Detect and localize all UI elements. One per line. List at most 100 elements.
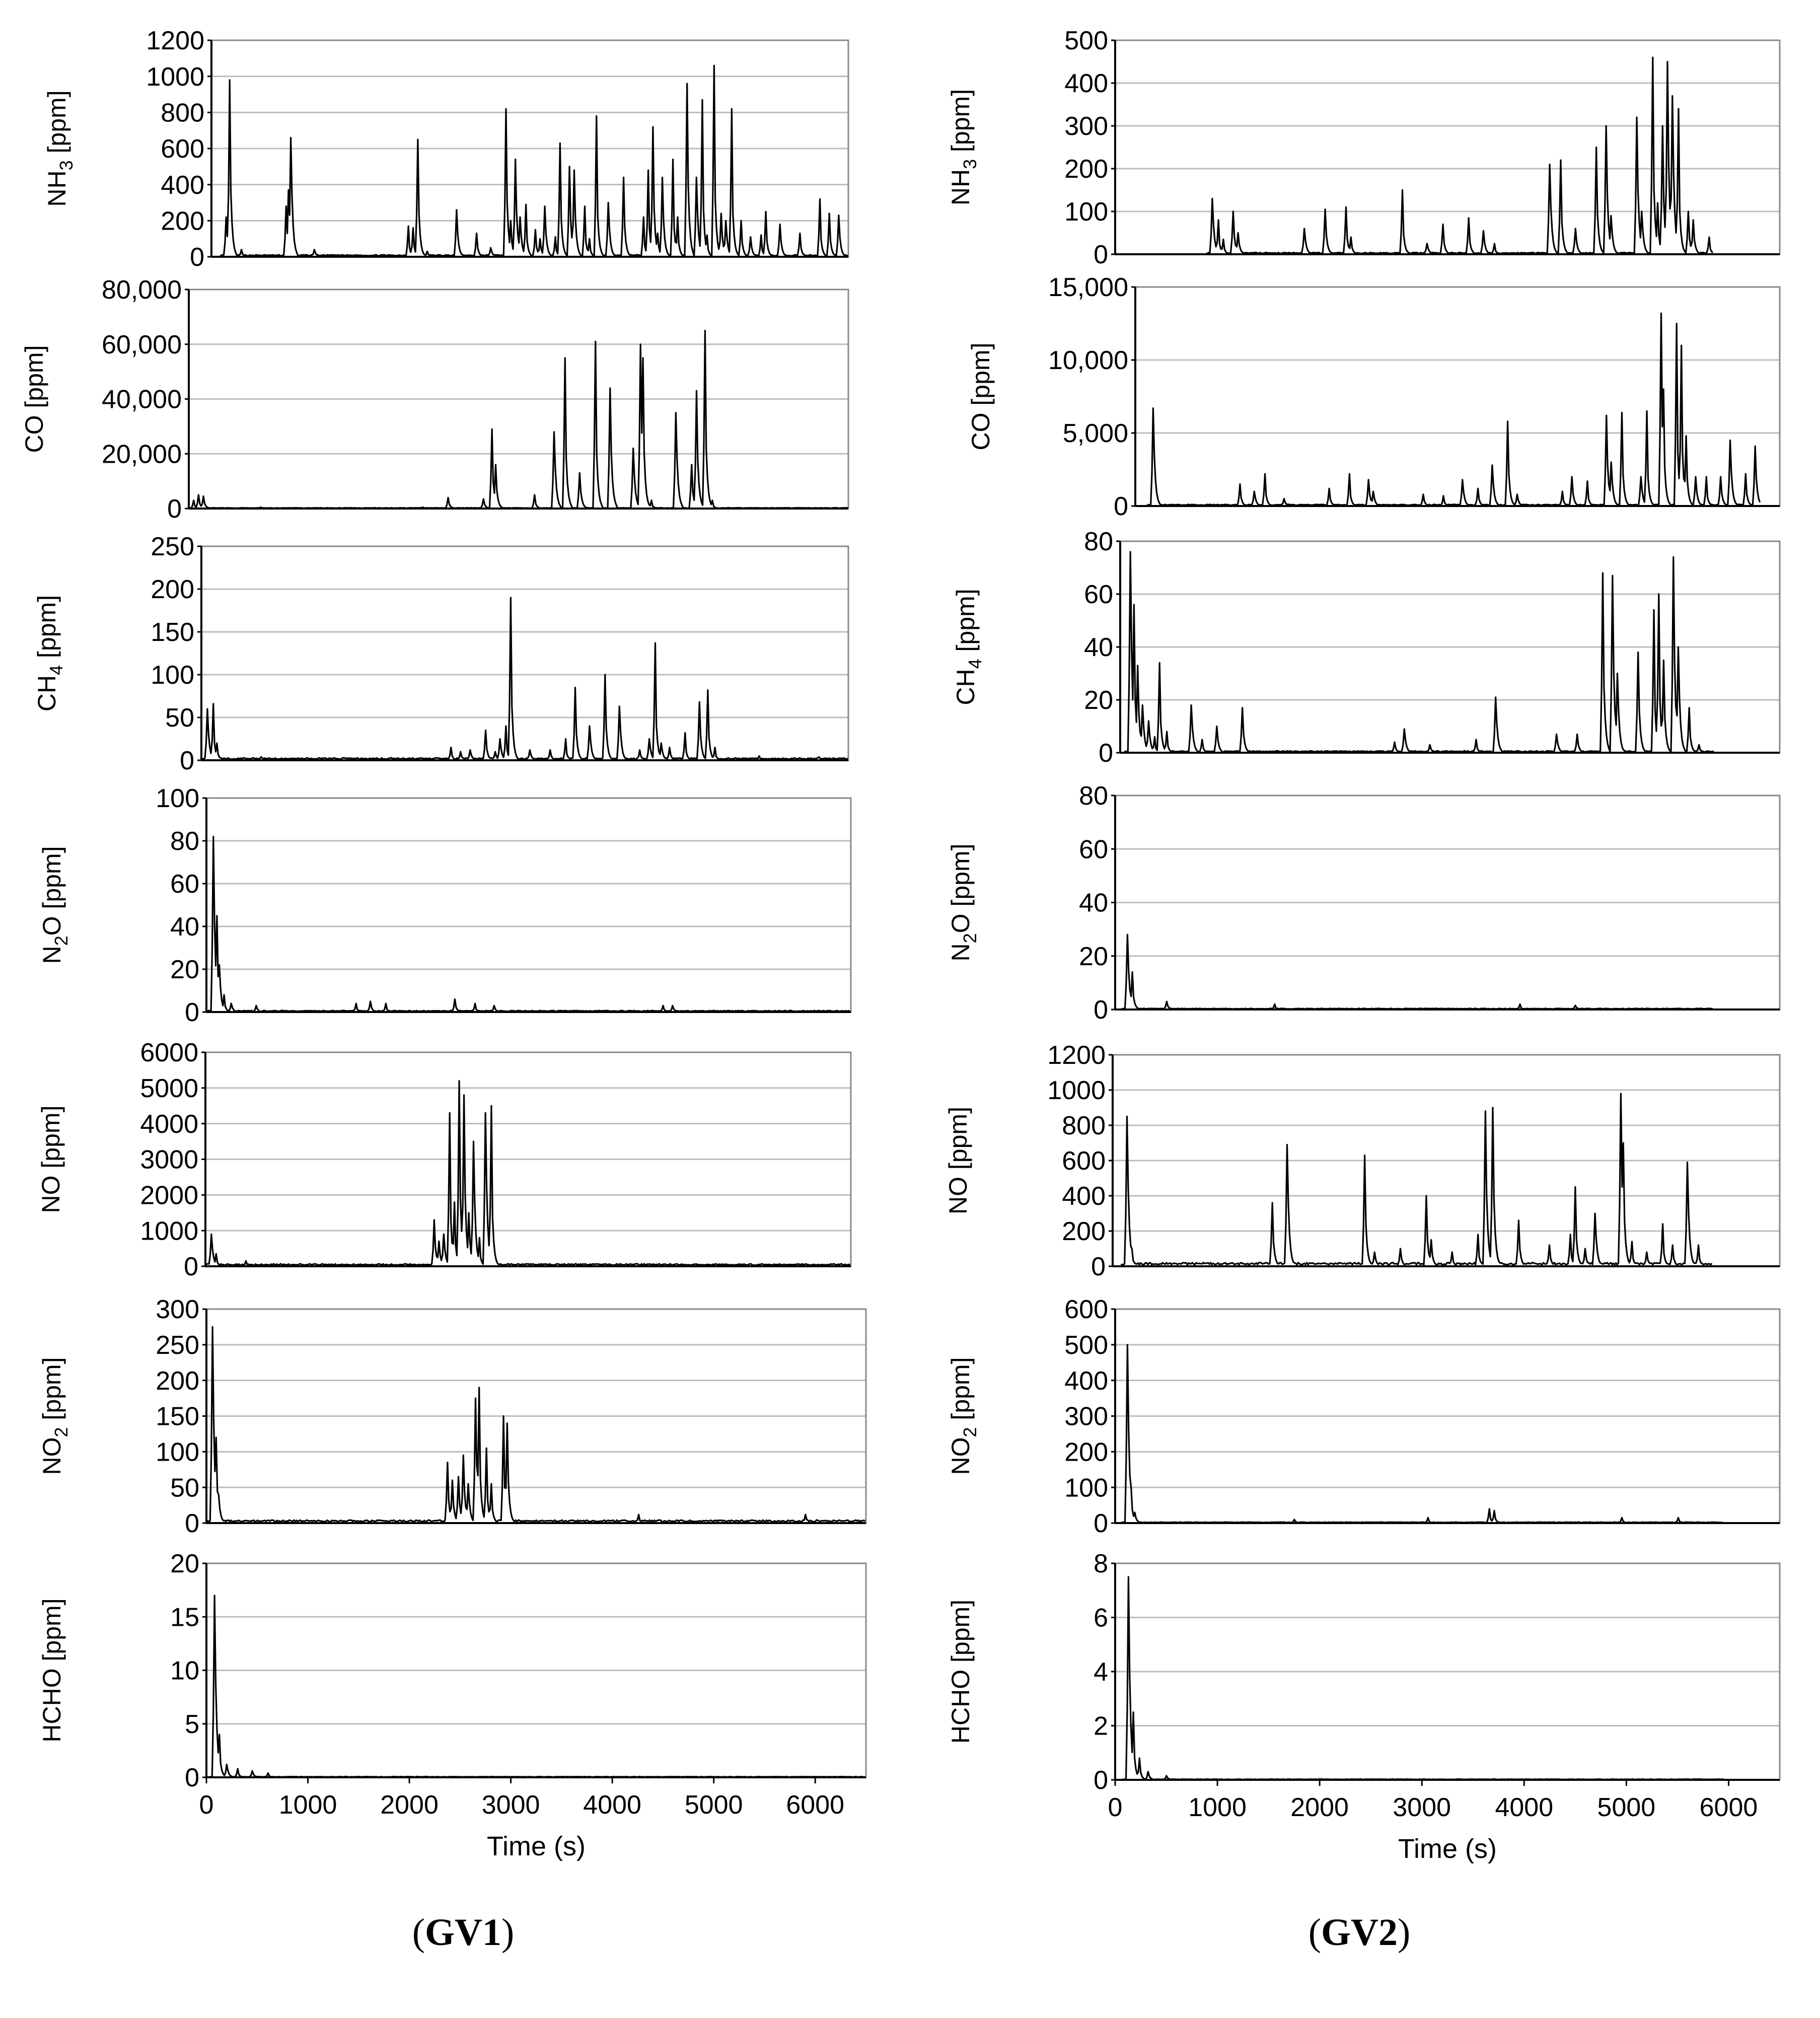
caption-gv1-open: ( (412, 1911, 425, 1954)
xtick-label-gv2-hcho-2: 2000 (1290, 1793, 1349, 1822)
ytick-label-gv2-no-3: 600 (1062, 1146, 1106, 1176)
ylabel-main-gv1-ch4: CH (33, 675, 61, 711)
ylabel-main-gv2-hcho: HCHO (947, 1670, 975, 1744)
ytick-label-gv1-ch4-2: 100 (151, 661, 194, 690)
ylabel-unit-gv1-hcho: [ppm] (38, 1598, 66, 1668)
ytick-label-gv1-hcho-2: 10 (170, 1656, 199, 1686)
ylabel-main-gv1-n2o: N (38, 946, 66, 964)
ylabel-unit-gv2-no2: [ppm] (947, 1357, 975, 1427)
ytick-label-gv2-no-4: 800 (1062, 1111, 1106, 1140)
ytick-label-gv1-nh3-2: 400 (161, 171, 204, 200)
ylabel-sub-gv2-n2o: 2 (960, 933, 980, 943)
ylabel-sub-gv2-no2: 2 (960, 1427, 980, 1437)
series-line-gv1-hcho (208, 1595, 866, 1778)
ytick-label-gv1-hcho-3: 15 (170, 1603, 199, 1632)
ytick-label-gv2-co-1: 5,000 (1063, 419, 1128, 448)
ytick-label-gv2-no-2: 400 (1062, 1182, 1106, 1211)
ylabel-gv2-nh3: NH3 [ppm] (947, 89, 980, 205)
series-line-gv1-ch4 (201, 597, 848, 760)
ytick-label-gv1-co-4: 80,000 (102, 275, 182, 305)
ytick-label-gv1-co-2: 40,000 (102, 385, 182, 414)
panel-gv2-n2o: 0 20 40 60 80 N2O [ppm] (947, 781, 1781, 1025)
ytick-label-gv2-no2-3: 300 (1064, 1402, 1108, 1431)
ylabel-main-gv1-no: NO (37, 1175, 65, 1213)
ytick-label-gv2-hcho-1: 2 (1094, 1712, 1108, 1741)
caption-gv1-label: GV1 (425, 1911, 501, 1954)
ytick-label-gv1-no-1: 1000 (140, 1216, 198, 1246)
xtick-label-gv1-hcho-0: 0 (199, 1790, 214, 1820)
ytick-label-gv2-no-1: 200 (1062, 1217, 1106, 1246)
ytick-label-gv1-no2-3: 150 (156, 1402, 199, 1431)
ylabel-sub-gv1-no2: 2 (51, 1427, 71, 1437)
ytick-label-gv1-nh3-4: 800 (161, 99, 204, 128)
plot-frame-gv1-n2o (205, 797, 852, 1013)
ytick-label-gv2-hcho-4: 8 (1094, 1549, 1108, 1578)
xtick-label-gv1-hcho-6: 6000 (786, 1790, 844, 1820)
ytick-label-gv1-no2-1: 50 (170, 1473, 199, 1502)
ytick-label-gv2-no-6: 1200 (1047, 1041, 1106, 1070)
ytick-label-gv1-n2o-4: 80 (170, 827, 199, 856)
panel-gv1-nh3: 0 200 400 600 800 1000 1200 NH3 [ppm] (43, 26, 849, 272)
xtick-label-gv2-hcho-1: 1000 (1188, 1793, 1247, 1822)
ytick-label-gv1-no-4: 4000 (140, 1110, 198, 1139)
xlabel-gv1-hcho: Time (s) (487, 1831, 586, 1861)
ylabel-gv2-co: CO [ppm] (967, 343, 995, 451)
ylabel-unit-gv1-co: [ppm] (20, 345, 48, 415)
ytick-label-gv2-n2o-2: 40 (1079, 889, 1108, 918)
ytick-label-gv2-nh3-5: 500 (1064, 26, 1108, 55)
panel-gv1-hcho: 0 5 10 15 20 HCHO [ppm] 0 1000 2000 3000 4000 5000 6… (38, 1549, 867, 1861)
ytick-label-gv1-no2-0: 0 (185, 1509, 199, 1538)
ytick-label-gv2-no2-0: 0 (1094, 1509, 1108, 1538)
caption-gv2-label: GV2 (1321, 1911, 1398, 1954)
ytick-label-gv1-hcho-1: 5 (185, 1710, 199, 1739)
ylabel-main-gv2-co: CO (967, 412, 995, 450)
ylabel-gv1-no: NO [ppm] (37, 1106, 65, 1213)
ytick-label-gv2-nh3-4: 400 (1064, 69, 1108, 98)
series-line-gv2-nh3 (1206, 56, 1714, 255)
ytick-label-gv1-no2-2: 100 (156, 1438, 199, 1467)
ytick-label-gv1-ch4-3: 150 (151, 618, 194, 647)
ytick-label-gv2-nh3-2: 200 (1064, 155, 1108, 184)
ytick-label-gv2-co-2: 10,000 (1048, 346, 1128, 375)
ylabel-unit-gv2-ch4: [ppm] (952, 589, 980, 659)
ytick-label-gv1-hcho-4: 20 (170, 1549, 199, 1578)
ylabel-unit-gv1-ch4: [ppm] (33, 595, 61, 665)
panel-gv1-no2: 0 50 100 150 200 250 300 NO2 [ppm] (38, 1295, 867, 1538)
ytick-label-gv2-co-0: 0 (1114, 492, 1128, 521)
ytick-label-gv1-nh3-6: 1200 (146, 26, 204, 55)
caption-gv2-open: ( (1308, 1911, 1321, 1954)
ytick-label-gv1-nh3-0: 0 (190, 243, 204, 272)
ytick-label-gv1-n2o-5: 100 (156, 784, 199, 813)
panel-gv2-nh3: 0 100 200 300 400 500 NH3 [ppm] (947, 26, 1781, 269)
ylabel-main-gv2-nh3: NH (947, 169, 975, 205)
ytick-label-gv2-no2-5: 500 (1064, 1331, 1108, 1360)
ytick-label-gv1-ch4-0: 0 (180, 746, 194, 775)
ytick-label-gv2-ch4-2: 40 (1084, 633, 1113, 662)
panel-gv2-no2: 0 100 200 300 400 500 600 NO2 [ppm] (947, 1295, 1781, 1538)
ylabel-main-gv1-co: CO (20, 415, 48, 453)
ylabel-gv1-n2o: N2O [ppm] (38, 846, 71, 964)
panel-gv2-no: 0 200 400 600 800 1000 1200 NO [ppm] (944, 1041, 1781, 1281)
ytick-label-gv2-no2-2: 200 (1064, 1438, 1108, 1467)
ylabel-main-gv1-hcho: HCHO (38, 1668, 66, 1742)
xlabel-gv2-hcho: Time (s) (1398, 1834, 1497, 1864)
ytick-label-gv2-no-0: 0 (1091, 1252, 1106, 1281)
ytick-label-gv2-hcho-3: 6 (1094, 1604, 1108, 1633)
xtick-label-gv1-hcho-1: 1000 (279, 1790, 337, 1820)
ylabel-main-gv2-n2o: N (947, 943, 975, 961)
ytick-label-gv2-n2o-4: 80 (1079, 781, 1108, 811)
ytick-label-gv2-no2-1: 100 (1064, 1473, 1108, 1502)
caption-gv1: (GV1) (362, 1911, 564, 1955)
series-line-gv1-no2 (206, 1326, 866, 1523)
ytick-label-gv1-no2-6: 300 (156, 1295, 199, 1324)
ytick-label-gv2-nh3-0: 0 (1094, 240, 1108, 269)
ytick-label-gv2-hcho-0: 0 (1094, 1766, 1108, 1795)
ytick-label-gv1-ch4-5: 250 (151, 532, 194, 561)
ytick-label-gv2-nh3-1: 100 (1064, 197, 1108, 227)
ylabel-gv2-hcho: HCHO [ppm] (947, 1600, 975, 1744)
ylabel-main-gv2-no: NO (944, 1177, 972, 1214)
ylabel-gv1-co: CO [ppm] (20, 345, 48, 453)
ytick-label-gv1-nh3-5: 1000 (146, 62, 204, 92)
ytick-label-gv2-no2-6: 600 (1064, 1295, 1108, 1324)
